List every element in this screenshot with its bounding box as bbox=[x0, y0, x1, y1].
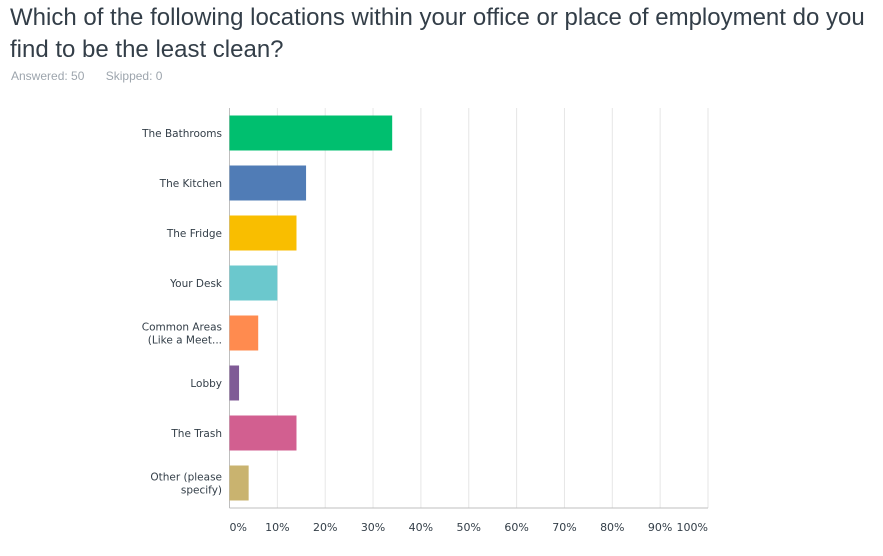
category-label: The Bathrooms bbox=[141, 128, 222, 140]
category-label: Your Desk bbox=[169, 278, 223, 290]
bar bbox=[229, 215, 297, 251]
bar bbox=[229, 315, 259, 351]
x-tick-label: 70% bbox=[552, 521, 576, 534]
question-title: Which of the following locations within … bbox=[10, 4, 865, 63]
skipped-count: Skipped: 0 bbox=[105, 69, 163, 83]
category-label: Common Areas bbox=[142, 322, 222, 334]
bar bbox=[229, 465, 249, 501]
response-stats: Answered: 50 Skipped: 0 bbox=[11, 69, 180, 83]
x-tick-label: 90% bbox=[648, 521, 672, 534]
category-label: specify) bbox=[181, 485, 222, 497]
x-tick-label: 0% bbox=[230, 521, 247, 534]
x-tick-label: 10% bbox=[265, 521, 289, 534]
category-label: Lobby bbox=[190, 378, 222, 390]
x-tick-label: 80% bbox=[600, 521, 624, 534]
x-tick-label: 50% bbox=[457, 521, 481, 534]
bar bbox=[229, 365, 240, 401]
answered-count: Answered: 50 bbox=[11, 69, 85, 83]
category-label: (Like a Meet... bbox=[148, 335, 222, 347]
bar bbox=[229, 415, 297, 451]
bar bbox=[229, 165, 307, 201]
bar bbox=[229, 265, 278, 301]
category-label: The Kitchen bbox=[159, 178, 222, 190]
x-tick-label: 100% bbox=[677, 521, 708, 534]
bar bbox=[229, 115, 393, 151]
x-tick-label: 40% bbox=[409, 521, 433, 534]
x-tick-label: 20% bbox=[313, 521, 337, 534]
category-label: Other (please bbox=[150, 472, 222, 484]
category-label: The Fridge bbox=[166, 228, 222, 240]
x-tick-label: 60% bbox=[504, 521, 528, 534]
x-tick-label: 30% bbox=[361, 521, 385, 534]
category-label: The Trash bbox=[170, 428, 222, 440]
